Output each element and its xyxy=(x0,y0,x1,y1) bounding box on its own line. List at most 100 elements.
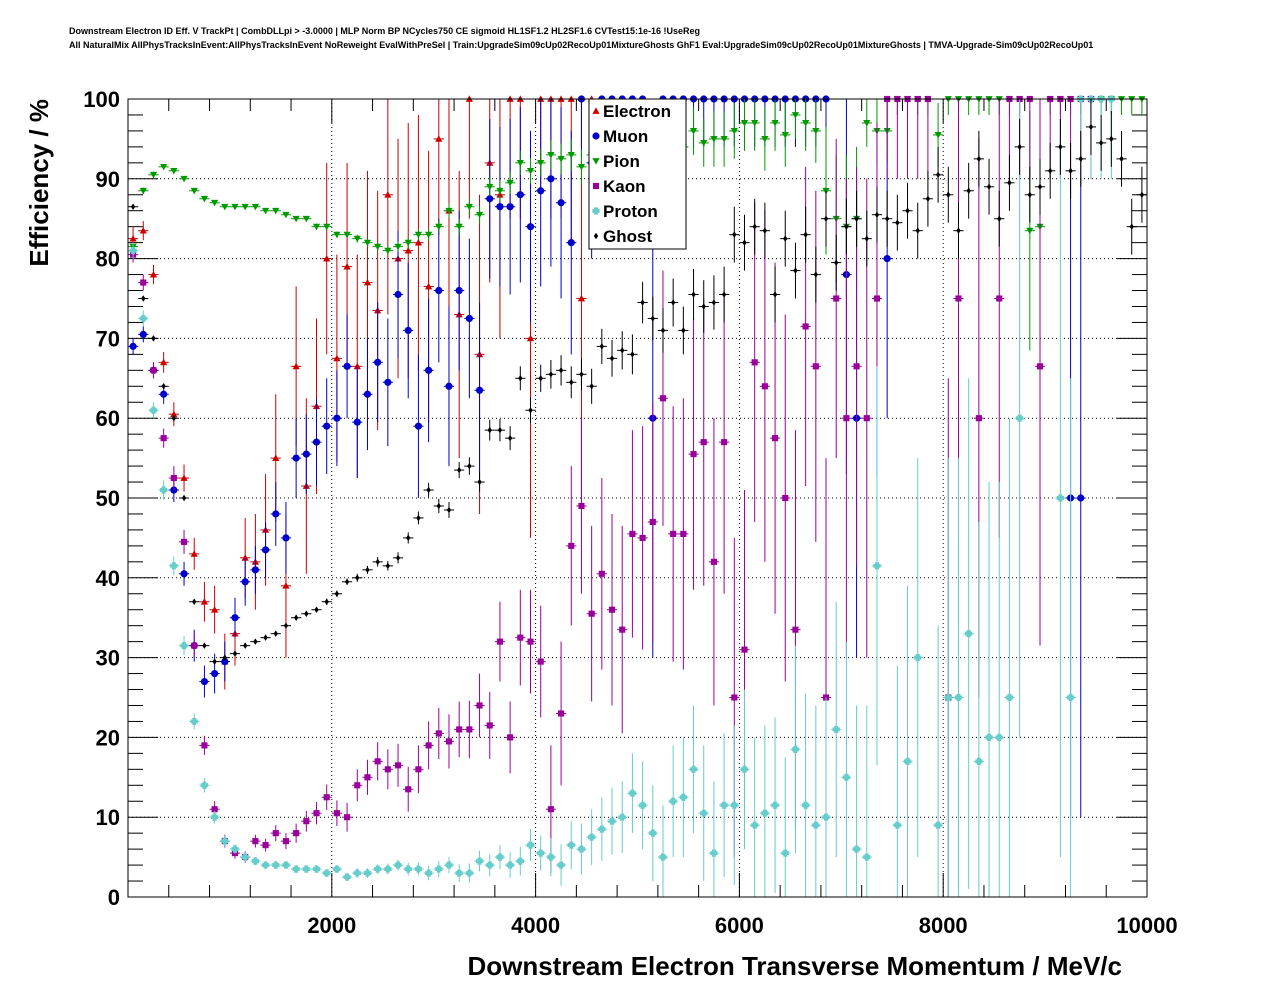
ghost-point xyxy=(813,271,818,278)
proton-point xyxy=(394,861,402,869)
kaon-point xyxy=(975,415,982,422)
muon-point xyxy=(323,422,331,430)
electron-point xyxy=(139,227,147,234)
ghost-point xyxy=(701,303,706,310)
kaon-point xyxy=(782,494,789,502)
proton-point xyxy=(638,801,647,809)
ghost-point xyxy=(355,574,360,582)
proton-point xyxy=(914,654,922,662)
proton-point xyxy=(1016,414,1024,422)
electron-point xyxy=(282,582,290,589)
ghost-point xyxy=(925,195,931,202)
kaon-point xyxy=(772,435,779,442)
ghost-point xyxy=(762,227,768,234)
muon-point xyxy=(404,326,412,335)
proton-point xyxy=(557,861,565,869)
kaon-point xyxy=(680,530,687,537)
pion-point xyxy=(241,203,249,211)
proton-point xyxy=(771,801,779,809)
proton-point xyxy=(740,765,749,773)
pion-point xyxy=(567,151,575,159)
pion-point xyxy=(791,112,800,119)
kaon-point xyxy=(873,295,881,302)
electron-point xyxy=(323,255,331,262)
proton-point xyxy=(455,869,463,877)
ghost-point xyxy=(416,514,421,522)
pion-point xyxy=(486,183,494,191)
kaon-point xyxy=(394,762,402,769)
ghost-point xyxy=(732,231,737,238)
ghost-point xyxy=(1088,123,1094,131)
legend-kaon-marker xyxy=(592,182,600,190)
proton-point xyxy=(659,853,667,861)
muon-point xyxy=(353,418,361,426)
ghost-point xyxy=(630,351,635,358)
ghost-point xyxy=(609,355,615,362)
ghost-point xyxy=(854,215,859,222)
kaon-point xyxy=(721,439,728,446)
proton-point xyxy=(985,733,993,741)
proton-point xyxy=(312,865,321,873)
kaon-point xyxy=(619,626,626,633)
ghost-point xyxy=(1109,135,1114,143)
muon-point xyxy=(363,390,372,398)
ghost-point xyxy=(569,379,574,386)
ghost-point xyxy=(1139,191,1145,198)
ghost-point xyxy=(915,227,920,234)
proton-point xyxy=(302,865,310,873)
pion-point xyxy=(333,231,341,239)
muon-point xyxy=(343,362,351,370)
electron-point xyxy=(526,334,535,342)
kaon-point xyxy=(486,722,493,729)
ghost-point xyxy=(304,610,309,617)
y-tick-label: 60 xyxy=(96,406,120,431)
kaon-point xyxy=(496,638,503,645)
pion-point xyxy=(710,136,718,143)
kaon-point xyxy=(670,530,677,537)
y-tick-label: 0 xyxy=(108,885,120,910)
ghost-point xyxy=(823,215,829,222)
pion-point xyxy=(211,199,219,207)
muon-point xyxy=(455,286,463,295)
muon-point xyxy=(883,255,891,263)
ghost-point xyxy=(487,426,492,434)
ghost-point xyxy=(905,207,910,214)
x-axis-title: Downstream Electron Transverse Momentum … xyxy=(467,951,1122,981)
y-tick-label: 40 xyxy=(96,566,120,591)
proton-point xyxy=(465,869,473,877)
ghost-point xyxy=(334,590,340,597)
proton-point xyxy=(282,861,290,869)
y-tick-label: 70 xyxy=(96,326,120,351)
proton-point xyxy=(679,793,687,801)
kaon-point xyxy=(354,782,361,789)
ghost-point xyxy=(650,315,655,322)
ghost-point xyxy=(243,642,248,649)
proton-point xyxy=(812,821,820,829)
electron-point xyxy=(211,606,219,613)
y-tick-label: 80 xyxy=(96,247,120,272)
pion-point xyxy=(771,120,779,127)
proton-point xyxy=(292,865,300,873)
ghost-point xyxy=(966,187,971,195)
data-series xyxy=(128,95,1147,897)
pion-point xyxy=(221,203,229,211)
proton-point xyxy=(241,853,249,861)
kaon-point xyxy=(955,295,962,302)
proton-point xyxy=(384,865,392,873)
chart-header-line-1: Downstream Electron ID Eff. V TrackPt | … xyxy=(69,26,700,36)
proton-point xyxy=(231,845,239,853)
ghost-point xyxy=(181,494,187,502)
ghost-point xyxy=(946,191,951,198)
kaon-point xyxy=(608,606,616,613)
muon-point xyxy=(445,382,453,390)
muon-point xyxy=(200,677,209,686)
proton-point xyxy=(577,845,586,853)
pion-point xyxy=(231,203,239,211)
pion-point xyxy=(160,163,168,171)
muon-point xyxy=(180,570,188,578)
pion-point xyxy=(1026,227,1034,235)
proton-point xyxy=(129,247,137,255)
kaon-point xyxy=(558,710,565,717)
pion-point xyxy=(445,207,453,215)
pion-point xyxy=(363,239,372,247)
